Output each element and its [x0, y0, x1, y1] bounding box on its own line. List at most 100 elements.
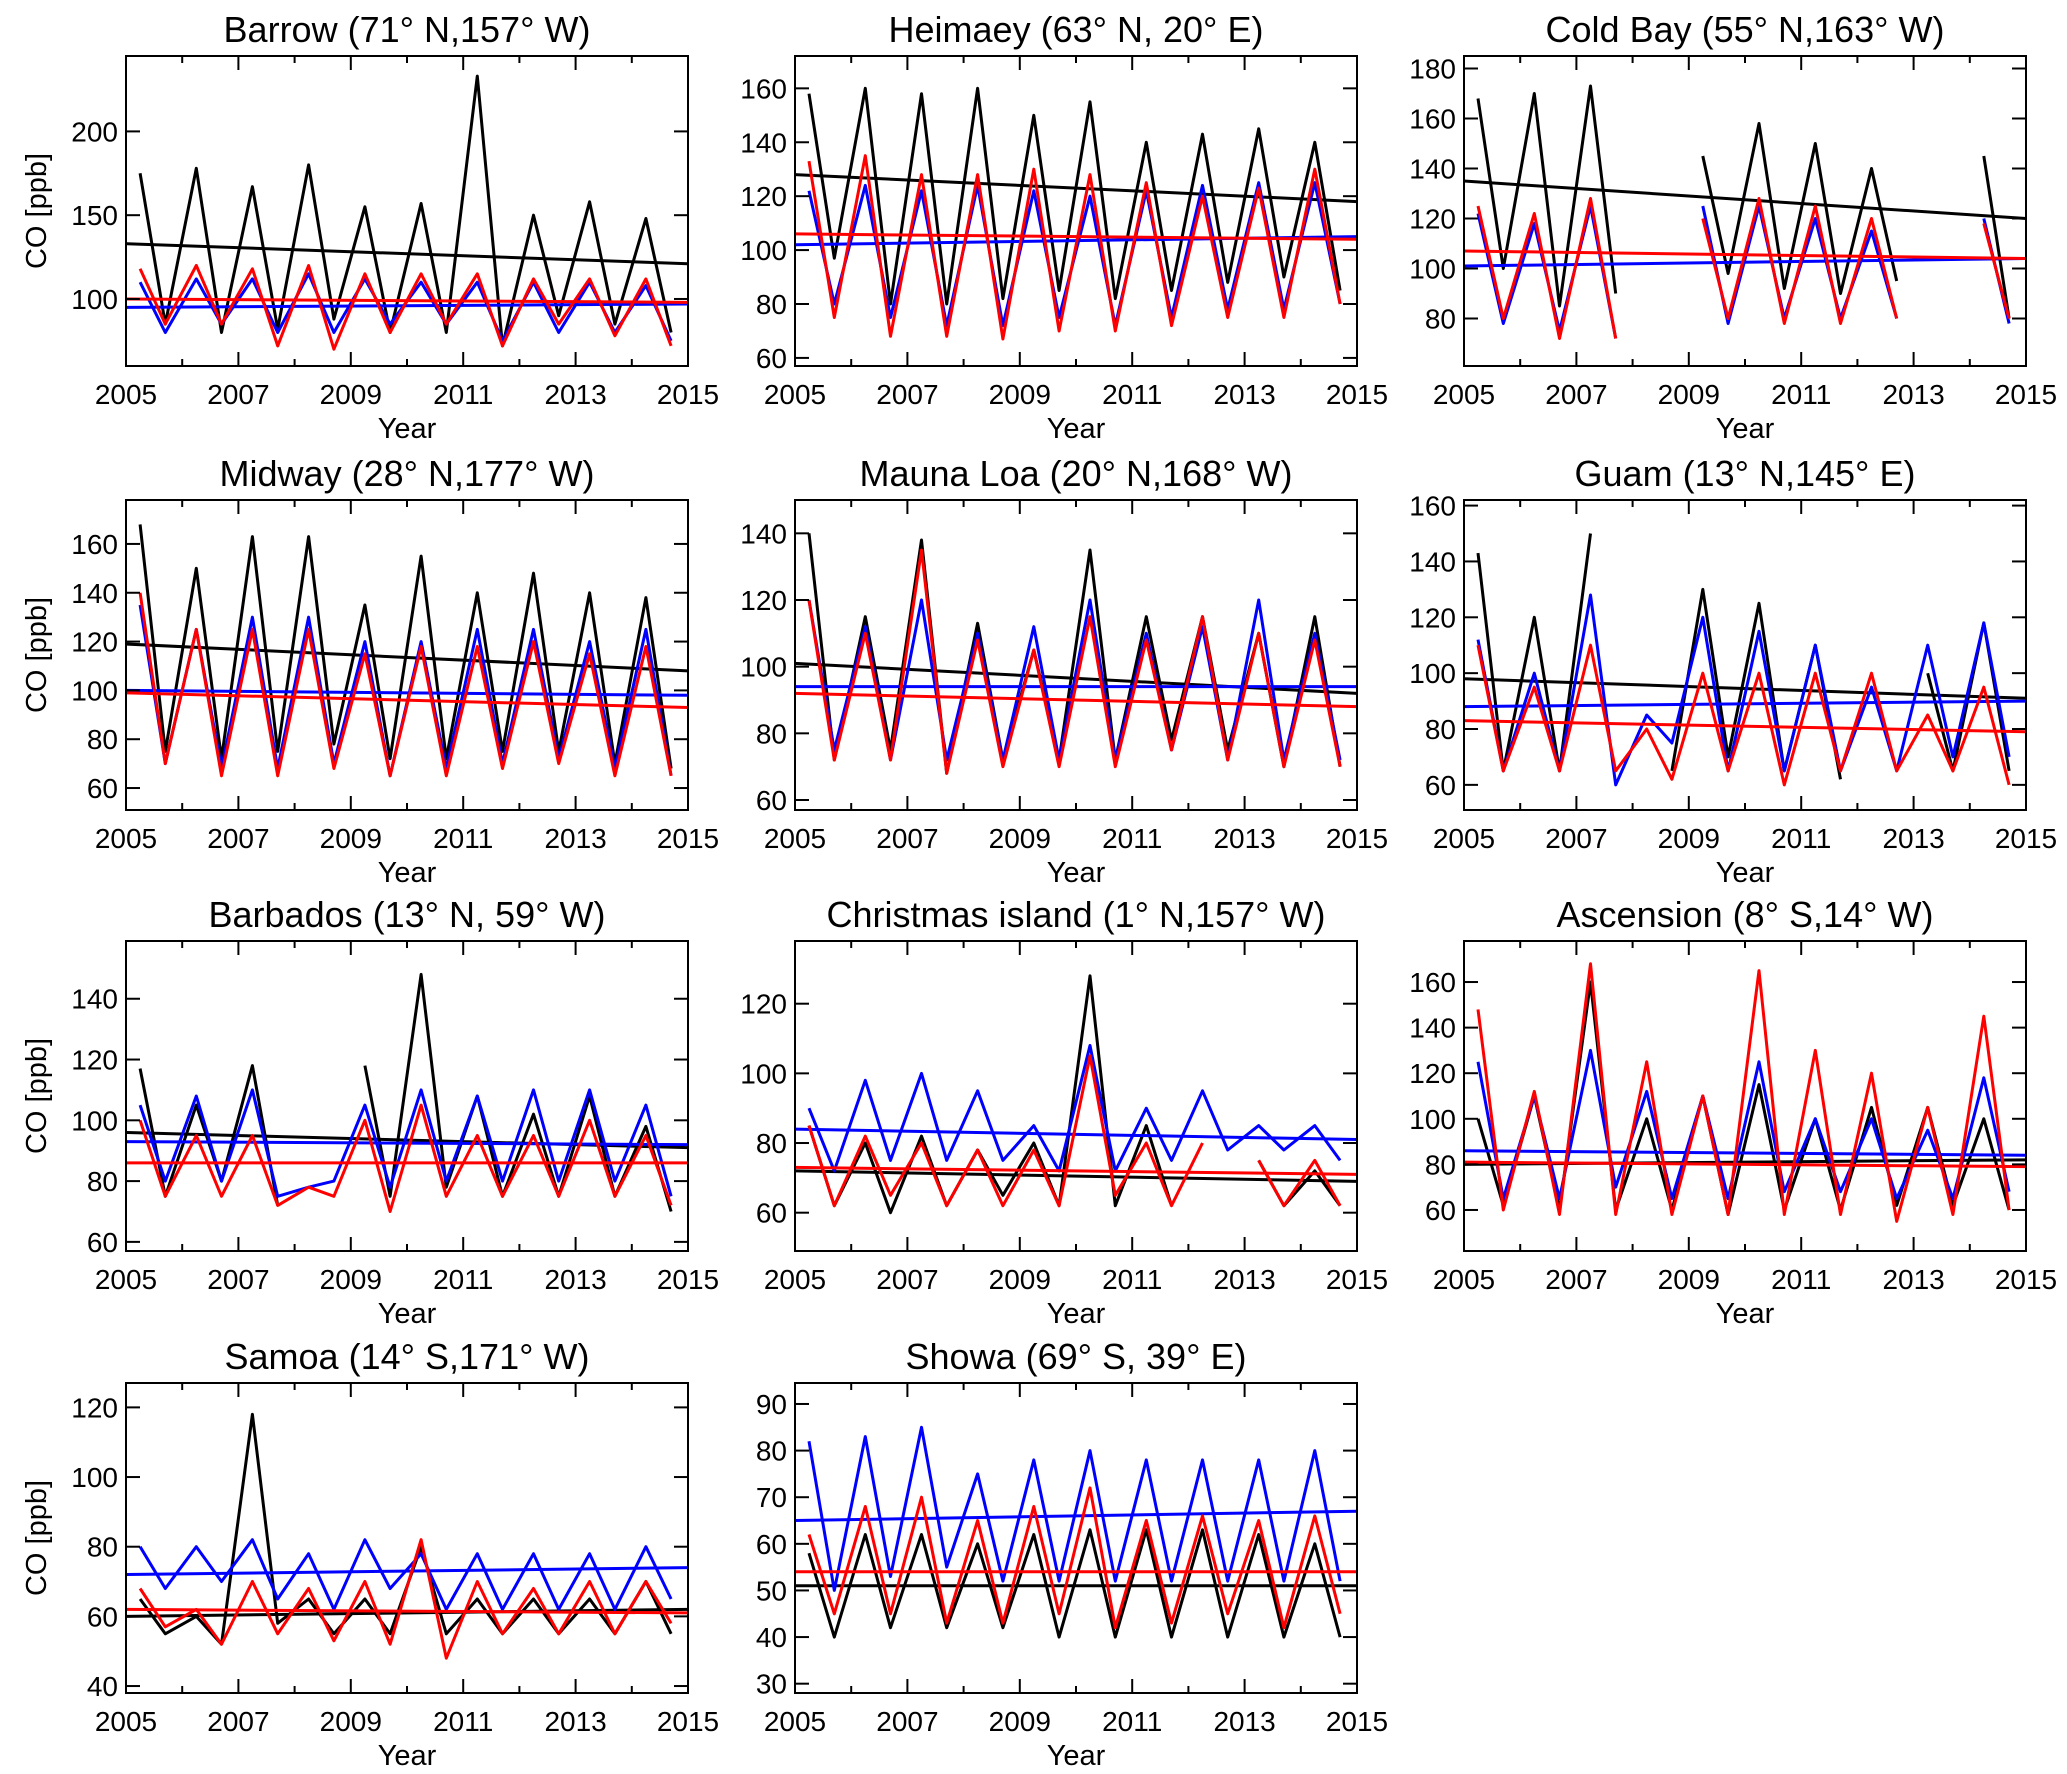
x-tick-label: 2011 — [1102, 379, 1162, 410]
x-tick-label: 2005 — [764, 1264, 826, 1295]
series-line-1 — [1476, 204, 2011, 339]
y-tick-label: 140 — [71, 578, 118, 609]
x-tick-label: 2013 — [1882, 379, 1944, 410]
y-tick-label: 140 — [1409, 1013, 1456, 1044]
y-tick-label: 160 — [71, 529, 118, 560]
y-tick-label: 60 — [756, 785, 787, 816]
y-tick-label: 140 — [71, 984, 118, 1015]
panel-2: 2005 2007 2009 2011 2013 2015 80 100 120 140 160 18… — [1409, 9, 2057, 445]
x-tick-label: 2005 — [95, 823, 157, 854]
plot-area — [126, 1412, 688, 1660]
y-tick-label: 120 — [71, 627, 118, 658]
x-tick-label: 2013 — [544, 1706, 606, 1737]
x-tick-label: 2013 — [1882, 823, 1944, 854]
x-tick-label: 2015 — [1326, 1264, 1388, 1295]
trend-line-0 — [795, 1169, 1357, 1183]
y-tick-label: 100 — [1409, 1104, 1456, 1135]
panel-10: 2005 2007 2009 2011 2013 2015 30 40 50 60 70 80 90 Sh… — [756, 1336, 1388, 1772]
series-line-1 — [807, 1044, 1342, 1173]
x-tick-label: 2011 — [1771, 823, 1831, 854]
trend-line-2 — [1464, 719, 2026, 734]
panel-title: Cold Bay (55° N,163° W) — [1546, 9, 1945, 50]
y-tick-label: 120 — [740, 181, 787, 212]
series-line-2 — [138, 1538, 673, 1660]
panel-3: 2005 2007 2009 2011 2013 2015 60 80 100 120 140 160… — [21, 453, 719, 889]
x-tick-label: 2009 — [989, 1706, 1051, 1737]
y-tick-label: 160 — [1409, 967, 1456, 998]
series-line-2 — [138, 264, 673, 351]
trend-line-1 — [126, 688, 688, 697]
x-tick-label: 2015 — [657, 379, 719, 410]
y-axis-label: CO [ppb] — [21, 597, 53, 713]
y-axis-label: CO [ppb] — [21, 1038, 53, 1154]
series-line-2 — [807, 548, 1342, 775]
plot-area — [126, 524, 688, 778]
y-tick-label: 90 — [756, 1389, 787, 1420]
x-tick-label: 2007 — [207, 823, 269, 854]
plot-frame — [1463, 940, 2027, 1252]
x-axis-label: Year — [1047, 1740, 1106, 1769]
x-axis-label: Year — [378, 1740, 437, 1769]
x-tick-label: 2011 — [433, 1264, 493, 1295]
series-line-0 — [1476, 84, 2011, 319]
trend-line-2 — [126, 691, 688, 709]
trend-line-2 — [126, 297, 688, 304]
x-tick-label: 2015 — [657, 823, 719, 854]
y-tick-label: 120 — [71, 1045, 118, 1076]
trend-line-1 — [126, 302, 688, 309]
y-tick-label: 60 — [756, 343, 787, 374]
x-tick-label: 2015 — [1995, 379, 2057, 410]
x-tick-label: 2009 — [320, 1264, 382, 1295]
y-tick-label: 120 — [740, 585, 787, 616]
y-tick-label: 80 — [756, 1128, 787, 1159]
x-tick-label: 2013 — [1213, 379, 1275, 410]
panel-0: 2005 2007 2009 2011 2013 2015 100 150 200 Barrow … — [21, 9, 719, 445]
y-tick-label: 160 — [740, 73, 787, 104]
x-tick-label: 2011 — [433, 379, 493, 410]
x-tick-label: 2011 — [1102, 823, 1162, 854]
panel-title: Showa (69° S, 39° E) — [906, 1336, 1247, 1377]
x-axis-label: Year — [1047, 1298, 1106, 1330]
y-tick-label: 150 — [71, 200, 118, 231]
panel-title: Christmas island (1° N,157° W) — [827, 894, 1326, 935]
plot-frame — [125, 940, 689, 1252]
y-tick-label: 60 — [87, 1601, 118, 1632]
x-tick-label: 2011 — [433, 823, 493, 854]
x-tick-label: 2007 — [207, 379, 269, 410]
y-tick-label: 160 — [1409, 104, 1456, 135]
x-tick-label: 2015 — [657, 1706, 719, 1737]
x-tick-label: 2007 — [1545, 1264, 1607, 1295]
series-line-0 — [807, 86, 1342, 306]
x-tick-label: 2007 — [207, 1706, 269, 1737]
plot-area — [126, 972, 688, 1213]
y-tick-label: 60 — [87, 773, 118, 804]
y-tick-label: 100 — [71, 1105, 118, 1136]
x-tick-label: 2005 — [764, 379, 826, 410]
x-tick-label: 2007 — [876, 1706, 938, 1737]
series-line-0 — [807, 533, 1342, 775]
y-axis-label: CO [ppb] — [21, 1480, 53, 1596]
x-tick-label: 2007 — [876, 823, 938, 854]
series-line-2 — [807, 154, 1342, 341]
x-tick-label: 2009 — [1658, 823, 1720, 854]
y-tick-label: 80 — [756, 718, 787, 749]
y-tick-label: 100 — [740, 235, 787, 266]
y-tick-label: 120 — [71, 1392, 118, 1423]
plot-area — [1464, 962, 2026, 1223]
x-tick-label: 2015 — [1995, 1264, 2057, 1295]
y-tick-label: 60 — [756, 1198, 787, 1229]
x-tick-label: 2013 — [544, 379, 606, 410]
plot-frame — [125, 55, 689, 367]
panel-9: 2005 2007 2009 2011 2013 2015 40 60 80 100 120 Samo… — [21, 1336, 719, 1772]
plot-frame — [125, 1382, 689, 1694]
x-tick-label: 2005 — [764, 1706, 826, 1737]
series-line-2 — [1476, 962, 2011, 1223]
y-tick-label: 100 — [1409, 658, 1456, 689]
y-tick-label: 60 — [1425, 770, 1456, 801]
trend-line-0 — [1464, 179, 2026, 220]
y-tick-label: 120 — [1409, 602, 1456, 633]
series-line-0 — [807, 1528, 1342, 1639]
x-tick-label: 2015 — [1326, 379, 1388, 410]
plot-frame — [794, 1382, 1358, 1694]
y-tick-label: 100 — [740, 1058, 787, 1089]
